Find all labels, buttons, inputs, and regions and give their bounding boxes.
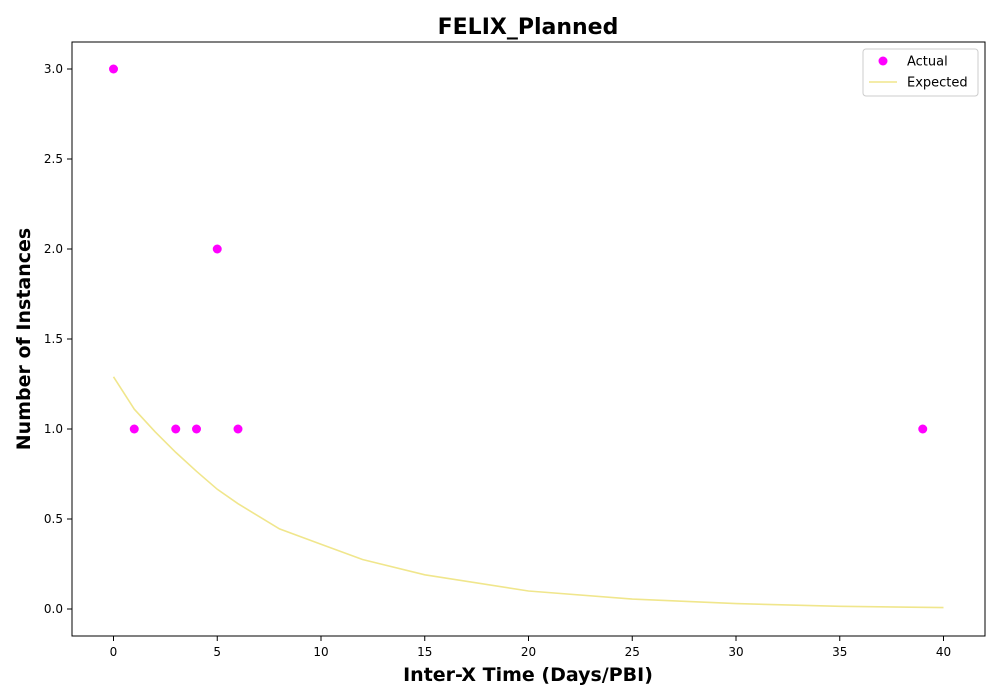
x-axis: 0 5 10 15 20 25 30 35 40 <box>110 636 951 659</box>
y-axis-label: Number of Instances <box>13 228 35 450</box>
y-tick-label: 1.5 <box>44 332 63 346</box>
x-tick-label: 40 <box>936 645 951 659</box>
actual-point <box>234 425 243 434</box>
actual-point <box>171 425 180 434</box>
x-tick-label: 5 <box>213 645 221 659</box>
y-tick-label: 2.5 <box>44 152 63 166</box>
x-tick-label: 15 <box>417 645 432 659</box>
y-tick-label: 1.0 <box>44 422 63 436</box>
x-axis-label: Inter-X Time (Days/PBI) <box>403 664 653 686</box>
y-axis: 0.0 0.5 1.0 1.5 2.0 2.5 3.0 <box>44 62 72 616</box>
actual-point <box>918 425 927 434</box>
legend-marker-actual <box>879 57 888 66</box>
y-tick-label: 3.0 <box>44 62 63 76</box>
plot-area <box>72 42 985 636</box>
y-tick-label: 0.5 <box>44 512 63 526</box>
x-tick-label: 25 <box>625 645 640 659</box>
legend-label: Actual <box>907 55 948 70</box>
actual-point <box>213 245 222 254</box>
y-tick-label: 0.0 <box>44 602 63 616</box>
x-tick-label: 0 <box>110 645 118 659</box>
legend-label: Expected <box>907 76 968 91</box>
x-tick-label: 10 <box>313 645 328 659</box>
legend: Actual Expected <box>863 49 978 96</box>
actual-point <box>130 425 139 434</box>
chart-title: FELIX_Planned <box>438 15 619 40</box>
actual-point <box>192 425 201 434</box>
x-tick-label: 20 <box>521 645 536 659</box>
x-tick-label: 35 <box>832 645 847 659</box>
actual-point <box>109 65 118 74</box>
x-tick-label: 30 <box>728 645 743 659</box>
y-tick-label: 2.0 <box>44 242 63 256</box>
